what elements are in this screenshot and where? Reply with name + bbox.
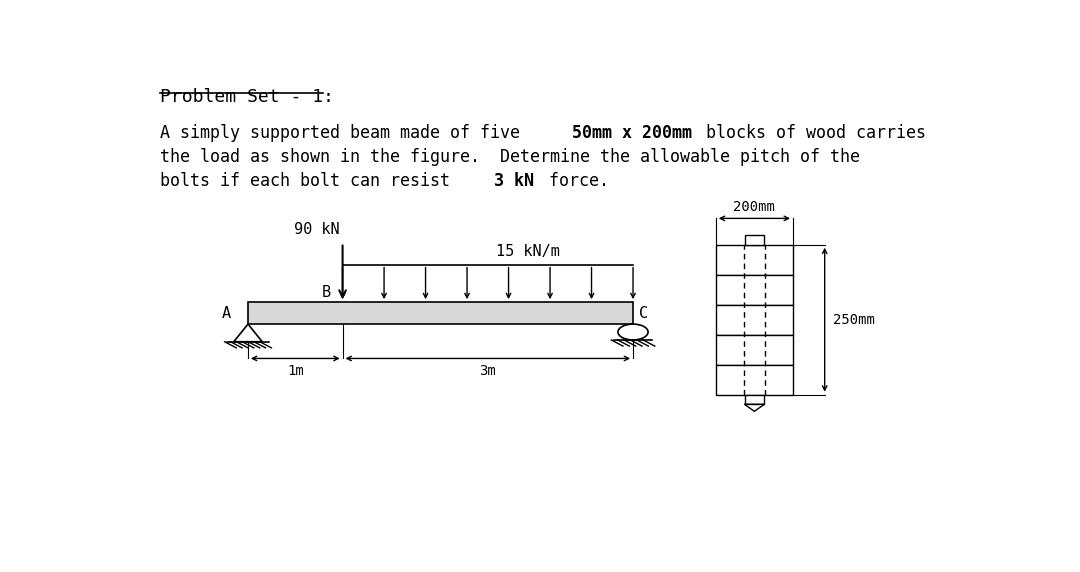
Text: bolts if each bolt can resist: bolts if each bolt can resist bbox=[160, 172, 460, 190]
Text: force.: force. bbox=[539, 172, 609, 190]
Bar bbox=[745, 235, 764, 245]
Text: 50mm x 200mm: 50mm x 200mm bbox=[572, 124, 692, 142]
Text: A: A bbox=[222, 305, 231, 320]
Text: blocks of wood carries: blocks of wood carries bbox=[705, 124, 926, 142]
Text: the load as shown in the figure.  Determine the allowable pitch of the: the load as shown in the figure. Determi… bbox=[160, 148, 860, 166]
Text: C: C bbox=[639, 305, 648, 320]
Text: B: B bbox=[322, 285, 330, 300]
Bar bbox=[716, 305, 793, 335]
Text: 3 kN: 3 kN bbox=[494, 172, 535, 190]
Text: Problem Set - 1:: Problem Set - 1: bbox=[160, 89, 334, 106]
Bar bbox=[716, 245, 793, 275]
Text: 90 kN: 90 kN bbox=[294, 222, 339, 237]
Bar bbox=[716, 335, 793, 364]
Bar bbox=[716, 275, 793, 305]
Bar bbox=[248, 302, 633, 324]
Text: 15 kN/m: 15 kN/m bbox=[496, 244, 561, 259]
Text: 250mm: 250mm bbox=[833, 313, 875, 327]
Text: 200mm: 200mm bbox=[733, 200, 775, 214]
Bar bbox=[745, 395, 764, 404]
Bar bbox=[716, 364, 793, 395]
Text: 3m: 3m bbox=[480, 364, 496, 378]
Text: A simply supported beam made of five: A simply supported beam made of five bbox=[160, 124, 530, 142]
Text: 1m: 1m bbox=[287, 364, 303, 378]
